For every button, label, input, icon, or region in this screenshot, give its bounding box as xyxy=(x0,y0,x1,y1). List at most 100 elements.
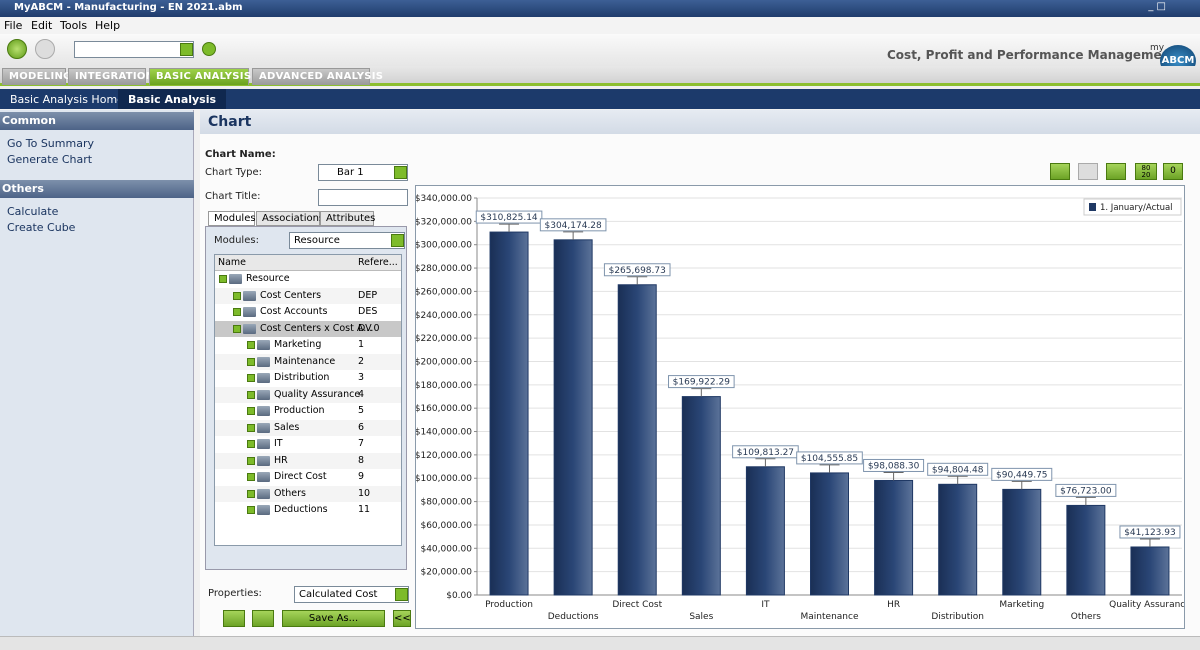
module-tab[interactable]: Associations xyxy=(256,211,324,226)
dropdown-arrow[interactable] xyxy=(394,166,407,179)
nav-combo[interactable] xyxy=(74,41,194,58)
expander[interactable] xyxy=(247,357,255,366)
subtab[interactable]: Basic Analysis xyxy=(118,89,227,109)
tree-row[interactable] xyxy=(215,320,401,337)
y-tick-label: $40,000.00 xyxy=(420,544,472,554)
expander[interactable] xyxy=(247,489,255,498)
save-icon-button[interactable] xyxy=(252,610,274,627)
value-label: $265,698.73 xyxy=(609,266,666,276)
go-button[interactable] xyxy=(202,42,216,56)
window-controls[interactable]: _ □ xyxy=(1148,1,1166,12)
value-label: $169,922.29 xyxy=(673,378,731,388)
tree-ref: 11 xyxy=(358,504,371,515)
y-tick-label: $120,000.00 xyxy=(415,451,472,461)
tab[interactable]: BASIC ANALYSIS xyxy=(149,68,251,85)
tree-row[interactable] xyxy=(215,419,401,436)
expander[interactable] xyxy=(247,390,255,399)
dropdown-arrow[interactable] xyxy=(391,234,404,247)
x-tick-label: Sales xyxy=(689,612,713,622)
sidebar-link[interactable]: Create Cube xyxy=(7,221,76,234)
value-label: $310,825.14 xyxy=(480,213,538,223)
tree-header xyxy=(215,255,401,271)
chart-type-combo[interactable]: Bar 1 xyxy=(318,164,408,181)
toolbar-icon[interactable] xyxy=(1050,163,1070,180)
folder-icon xyxy=(257,488,270,499)
expander[interactable] xyxy=(233,324,241,333)
menu-item[interactable]: File xyxy=(4,19,23,32)
y-tick-label: $300,000.00 xyxy=(415,241,472,251)
folder-icon xyxy=(243,290,256,301)
subtab[interactable]: Basic Analysis Home xyxy=(10,93,124,106)
section-header[interactable]: Common xyxy=(0,112,194,130)
tab[interactable]: MODELING xyxy=(2,68,71,85)
expander[interactable] xyxy=(247,423,255,432)
module-tab[interactable]: Modules xyxy=(208,211,256,226)
expander[interactable] xyxy=(247,341,255,349)
y-tick-label: $220,000.00 xyxy=(415,334,472,344)
x-tick-label: Maintenance xyxy=(801,612,859,622)
y-tick-label: $200,000.00 xyxy=(415,357,472,367)
tree-column[interactable]: Name xyxy=(218,257,247,268)
dropdown-arrow[interactable] xyxy=(180,43,193,56)
expander[interactable] xyxy=(219,275,227,283)
menu-item[interactable]: Edit xyxy=(31,19,53,32)
expander[interactable] xyxy=(247,473,255,481)
toolbar-icon[interactable] xyxy=(1106,163,1126,180)
tab[interactable]: ADVANCED ANALYSIS xyxy=(252,68,383,85)
bar xyxy=(1002,488,1042,596)
sidebar-link[interactable]: Generate Chart xyxy=(7,153,93,166)
expander[interactable] xyxy=(247,456,255,465)
forward-button[interactable] xyxy=(35,39,55,59)
chart-icon-button[interactable] xyxy=(223,610,245,627)
properties-combo[interactable]: Calculated Cost xyxy=(294,586,409,603)
tagline: Cost, Profit and Performance Management xyxy=(887,48,1176,62)
tree-row[interactable] xyxy=(215,452,401,469)
y-tick-label: $260,000.00 xyxy=(415,287,472,297)
toolbar-icon[interactable] xyxy=(1078,163,1098,180)
value-label: $41,123.93 xyxy=(1124,528,1176,538)
module-tab[interactable]: Attributes xyxy=(320,211,375,226)
value-label-box xyxy=(1055,483,1117,497)
save-as-button[interactable]: Save As... xyxy=(282,610,385,627)
expander[interactable] xyxy=(233,291,241,300)
tree-row[interactable] xyxy=(215,287,401,304)
tab[interactable]: INTEGRATION xyxy=(68,68,154,85)
expander[interactable] xyxy=(233,308,241,316)
value-label: $76,723.00 xyxy=(1060,486,1112,496)
expander[interactable] xyxy=(247,407,255,415)
tree-column[interactable]: Refere... xyxy=(358,257,398,268)
modules-combo[interactable]: Resource xyxy=(289,232,405,249)
folder-icon xyxy=(257,340,270,350)
section-header[interactable]: Others xyxy=(0,180,194,198)
back-button[interactable] xyxy=(7,39,27,59)
tree-row[interactable] xyxy=(215,304,401,320)
tree-name: Marketing xyxy=(274,339,322,350)
tree-row[interactable] xyxy=(215,485,401,502)
status-bar xyxy=(0,636,1200,650)
sidebar-link[interactable]: Calculate xyxy=(7,205,59,218)
dropdown-arrow[interactable] xyxy=(395,588,408,601)
folder-icon xyxy=(243,323,256,334)
folder-icon xyxy=(257,455,270,466)
expander[interactable] xyxy=(247,440,255,448)
y-tick-label: $20,000.00 xyxy=(420,568,472,578)
tree-ref: 9 xyxy=(358,471,365,482)
y-tick-label: $160,000.00 xyxy=(415,404,472,414)
tree-name: IT xyxy=(274,438,283,449)
menu-item[interactable]: Tools xyxy=(60,19,88,32)
pareto-button[interactable]: 80 20 xyxy=(1135,163,1157,180)
expander[interactable] xyxy=(247,374,255,382)
zero-button[interactable]: 0 xyxy=(1163,163,1183,180)
tree-name: HR xyxy=(274,454,288,466)
chart-title-input[interactable] xyxy=(318,189,408,206)
collapse-button[interactable]: << xyxy=(393,610,411,627)
tree-row[interactable] xyxy=(215,271,401,287)
sidebar-link[interactable]: Go To Summary xyxy=(7,137,94,150)
expander[interactable] xyxy=(247,506,255,514)
tree-ref: 1 xyxy=(358,339,365,350)
tree-row[interactable] xyxy=(215,436,401,452)
tree-ref: 4 xyxy=(358,388,365,400)
menu-item[interactable]: Help xyxy=(95,19,121,32)
folder-icon xyxy=(257,356,270,367)
